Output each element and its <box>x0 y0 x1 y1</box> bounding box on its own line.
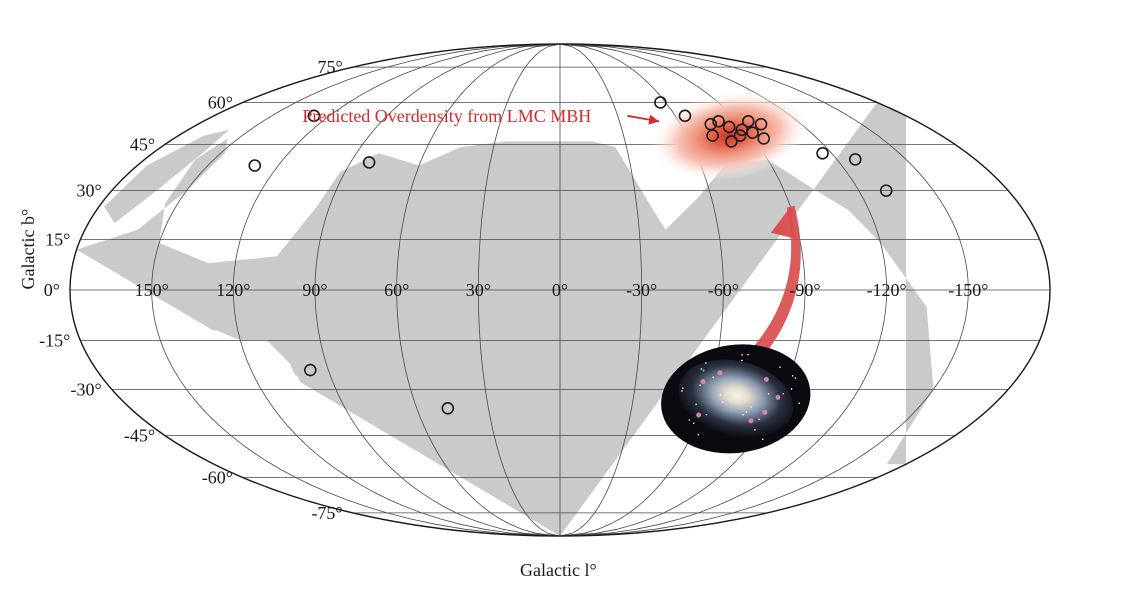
lon-tick-label: -120° <box>867 280 907 300</box>
lat-tick-label: -45° <box>124 426 155 446</box>
lat-tick-label: 75° <box>317 57 342 77</box>
lat-tick-label: -75° <box>311 503 342 523</box>
lon-tick-label: -90° <box>789 280 820 300</box>
sky-map-figure: Predicted Overdensity from LMC MBH 75° 60°… <box>0 0 1131 607</box>
lat-tick-label: -60° <box>202 468 233 488</box>
lat-tick-label: 60° <box>208 92 233 112</box>
lat-tick-label: -15° <box>39 330 70 350</box>
lon-tick-label: 30° <box>466 280 491 300</box>
lat-tick-label: 45° <box>130 134 155 154</box>
lon-tick-label: 150° <box>135 280 169 300</box>
y-axis-label: Galactic b° <box>18 209 39 290</box>
lat-tick-label: 30° <box>77 181 102 201</box>
sky-map-svg: Predicted Overdensity from LMC MBH 75° 60°… <box>0 0 1131 607</box>
lat-tick-label: 0° <box>44 280 60 300</box>
lon-tick-label: 0° <box>552 280 568 300</box>
lat-tick-label: -30° <box>71 379 102 399</box>
lat-tick-label: 15° <box>45 230 70 250</box>
x-axis-label: Galactic l° <box>520 560 597 581</box>
lon-tick-label: 60° <box>384 280 409 300</box>
lon-tick-label: -30° <box>626 280 657 300</box>
lon-tick-label: -60° <box>708 280 739 300</box>
lon-tick-label: -150° <box>948 280 988 300</box>
annotation-text: Predicted Overdensity from LMC MBH <box>302 106 591 126</box>
lon-tick-label: 90° <box>302 280 327 300</box>
lon-tick-label: 120° <box>216 280 250 300</box>
